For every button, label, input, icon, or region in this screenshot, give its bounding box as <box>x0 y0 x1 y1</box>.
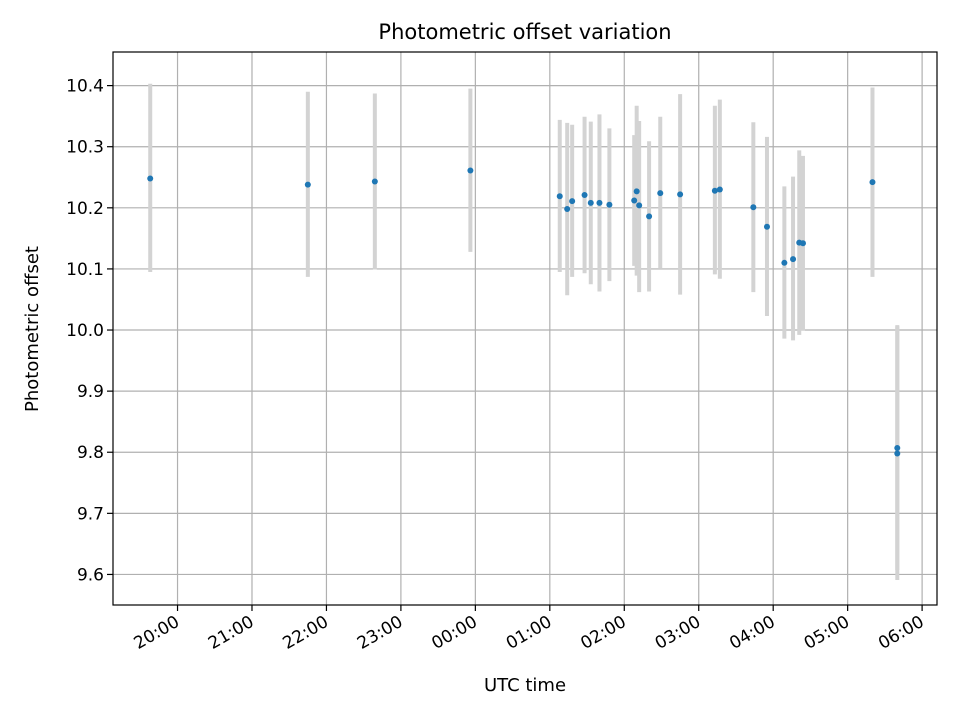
data-point <box>371 178 378 185</box>
y-axis-label: Photometric offset <box>22 246 43 412</box>
grid-layer <box>113 52 937 605</box>
point-layer <box>147 167 901 457</box>
y-tick-label: 10.2 <box>66 199 104 219</box>
data-point <box>646 213 653 220</box>
data-point <box>587 199 594 206</box>
data-point <box>657 190 664 197</box>
data-point <box>869 179 876 186</box>
data-point <box>556 193 563 200</box>
data-point <box>781 259 788 266</box>
data-point <box>633 188 640 195</box>
data-point <box>790 256 797 263</box>
data-point <box>763 223 770 230</box>
y-tick-label: 10.0 <box>66 321 104 341</box>
data-point <box>304 181 311 188</box>
data-point <box>564 206 571 213</box>
data-point <box>631 197 638 204</box>
data-point <box>569 198 576 205</box>
y-tick-label: 9.9 <box>77 382 104 402</box>
data-point <box>711 187 718 194</box>
plot-frame <box>112 51 938 606</box>
data-point <box>716 186 723 193</box>
data-point <box>467 167 474 174</box>
y-tick-label: 10.1 <box>66 260 104 280</box>
tick-layer: 20:00 21:00 22:00 23:00 00:00 01:00 02:00 03:00… <box>66 77 927 654</box>
x-axis-label: UTC time <box>484 675 566 696</box>
y-tick-label: 10.4 <box>66 77 104 97</box>
data-point <box>799 240 806 247</box>
data-point <box>581 191 588 198</box>
chart-title: Photometric offset variation <box>378 20 671 44</box>
data-point <box>147 175 154 182</box>
data-point <box>596 199 603 206</box>
y-tick-label: 9.6 <box>77 565 104 585</box>
data-point <box>677 191 684 198</box>
data-point <box>750 204 757 211</box>
data-point <box>636 202 643 209</box>
data-point <box>894 450 901 457</box>
data-point <box>606 201 613 208</box>
data-point <box>894 444 901 451</box>
y-tick-label: 9.7 <box>77 504 104 524</box>
y-tick-label: 10.3 <box>66 138 104 158</box>
y-tick-label: 9.8 <box>77 443 104 463</box>
